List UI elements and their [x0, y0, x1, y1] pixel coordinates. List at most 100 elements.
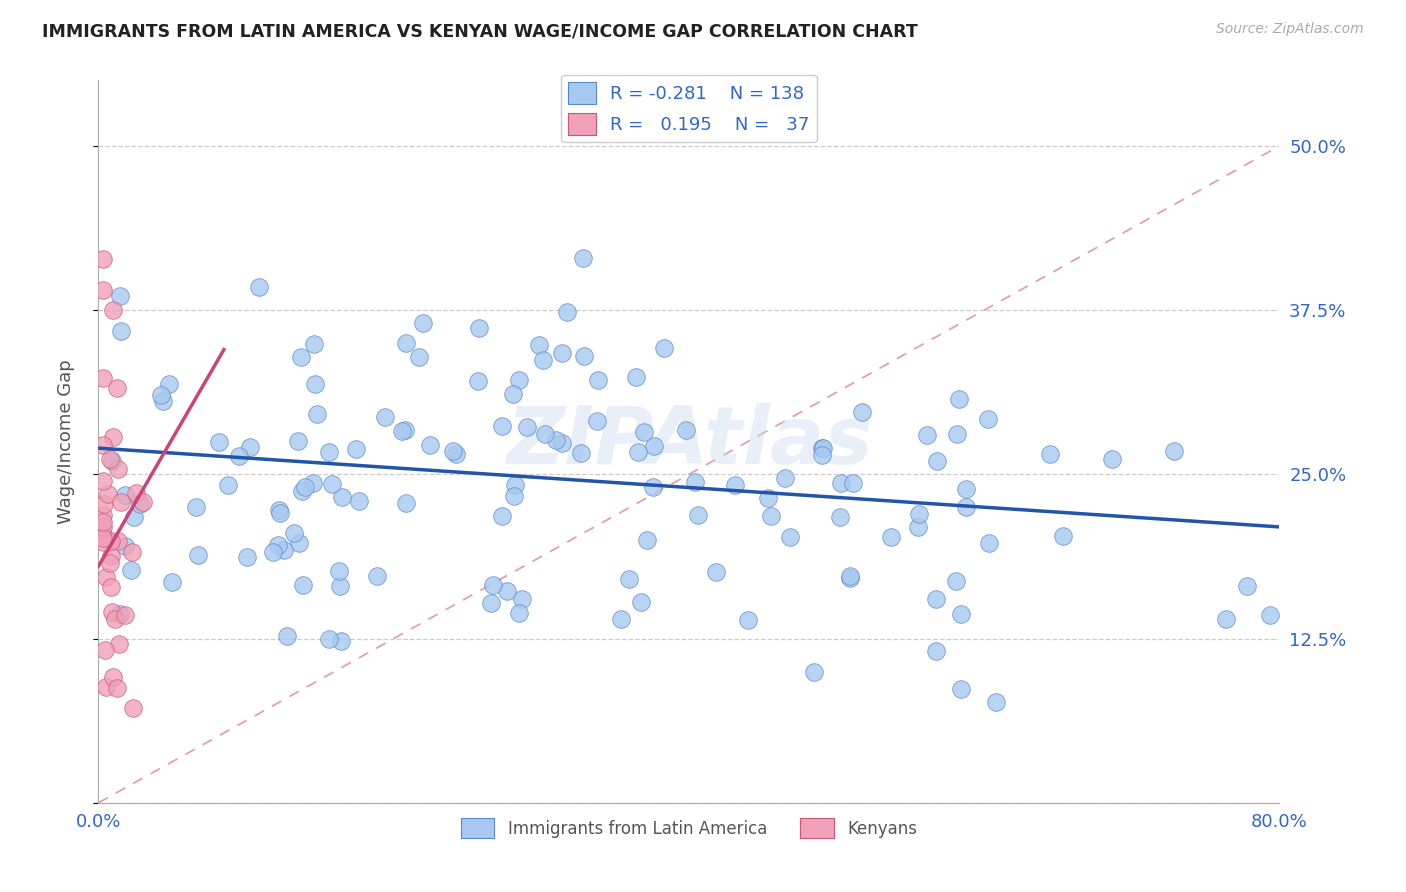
Point: [110, 495, 132, 509]
Point: [276, 629, 298, 643]
Point: [269, 506, 291, 520]
Point: [482, 578, 505, 592]
Point: [529, 337, 551, 351]
Point: [1215, 611, 1237, 625]
Point: [979, 536, 1001, 550]
Point: [150, 388, 173, 402]
Point: [107, 533, 129, 548]
Point: [839, 569, 862, 583]
Point: [588, 373, 610, 387]
Point: [125, 486, 148, 500]
Point: [91, 438, 114, 452]
Point: [283, 526, 305, 541]
Point: [120, 563, 142, 577]
Point: [105, 681, 128, 696]
Point: [91, 475, 114, 489]
Point: [104, 612, 127, 626]
Point: [630, 594, 652, 608]
Point: [329, 579, 352, 593]
Point: [444, 447, 467, 461]
Point: [908, 508, 931, 522]
Point: [235, 549, 257, 564]
Y-axis label: Wage/Income Gap: Wage/Income Gap: [56, 359, 75, 524]
Point: [643, 439, 665, 453]
Point: [162, 575, 184, 590]
Point: [508, 373, 530, 387]
Point: [572, 349, 595, 363]
Point: [217, 477, 239, 491]
Point: [652, 341, 675, 355]
Point: [103, 669, 125, 683]
Point: [516, 419, 538, 434]
Point: [830, 475, 852, 490]
Point: [287, 434, 309, 449]
Point: [294, 480, 316, 494]
Point: [114, 540, 136, 554]
Point: [91, 531, 114, 545]
Point: [107, 462, 129, 476]
Point: [91, 370, 114, 384]
Text: Source: ZipAtlas.com: Source: ZipAtlas.com: [1216, 22, 1364, 37]
Point: [98, 452, 121, 467]
Point: [110, 324, 132, 338]
Point: [394, 496, 416, 510]
Point: [950, 607, 973, 622]
Point: [307, 407, 329, 421]
Point: [724, 478, 747, 492]
Point: [110, 607, 132, 621]
Text: IMMIGRANTS FROM LATIN AMERICA VS KENYAN WAGE/INCOME GAP CORRELATION CHART: IMMIGRANTS FROM LATIN AMERICA VS KENYAN …: [42, 22, 918, 40]
Point: [977, 412, 1000, 426]
Point: [101, 605, 124, 619]
Point: [925, 591, 948, 606]
Point: [273, 543, 295, 558]
Point: [675, 423, 697, 437]
Point: [100, 533, 122, 548]
Point: [228, 449, 250, 463]
Point: [347, 493, 370, 508]
Point: [624, 369, 647, 384]
Point: [292, 577, 315, 591]
Point: [636, 533, 658, 547]
Point: [1258, 607, 1281, 622]
Point: [686, 508, 709, 522]
Point: [851, 405, 873, 419]
Point: [100, 580, 122, 594]
Point: [321, 477, 343, 491]
Point: [302, 337, 325, 351]
Point: [811, 448, 834, 462]
Point: [132, 495, 155, 509]
Point: [811, 441, 834, 455]
Point: [773, 470, 796, 484]
Point: [758, 491, 780, 505]
Point: [683, 475, 706, 489]
Point: [107, 637, 129, 651]
Point: [304, 376, 326, 391]
Point: [1052, 529, 1074, 543]
Point: [496, 584, 519, 599]
Point: [187, 548, 209, 562]
Point: [1039, 447, 1062, 461]
Point: [105, 381, 128, 395]
Point: [419, 438, 441, 452]
Point: [159, 376, 181, 391]
Point: [945, 574, 967, 588]
Point: [503, 478, 526, 492]
Point: [318, 632, 340, 646]
Point: [531, 352, 554, 367]
Point: [262, 545, 284, 559]
Point: [467, 375, 489, 389]
Point: [302, 475, 325, 490]
Point: [546, 434, 568, 448]
Point: [468, 320, 491, 334]
Point: [551, 435, 574, 450]
Point: [986, 695, 1008, 709]
Point: [633, 425, 655, 439]
Point: [239, 440, 262, 454]
Point: [100, 549, 122, 563]
Point: [366, 569, 388, 583]
Point: [96, 569, 118, 583]
Point: [287, 536, 309, 550]
Point: [114, 488, 136, 502]
Point: [803, 665, 825, 679]
Point: [96, 681, 118, 695]
